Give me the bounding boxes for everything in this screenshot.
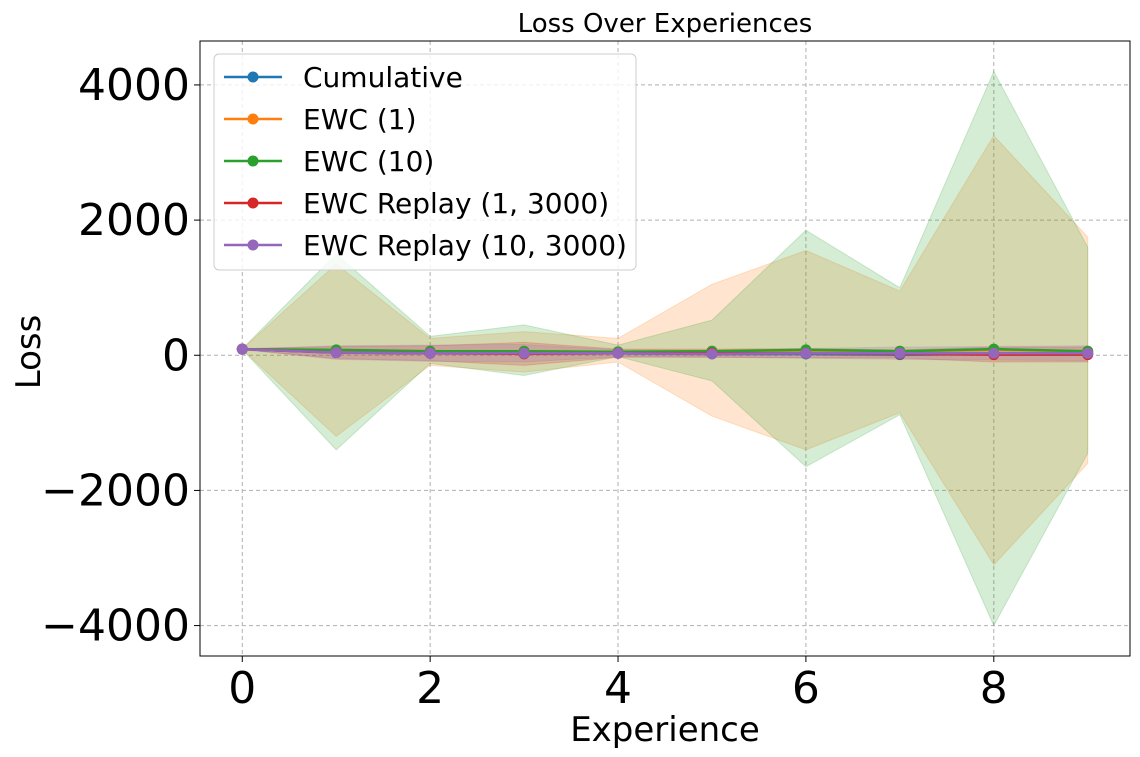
x-axis-label: Experience bbox=[570, 710, 760, 750]
legend-marker-ewc-replay-1-3000 bbox=[247, 197, 259, 209]
point-ewc-replay-10-3000 bbox=[1082, 347, 1094, 359]
band-ewc-10 bbox=[241, 70, 1089, 627]
point-ewc-replay-10-3000 bbox=[612, 347, 624, 359]
point-ewc-replay-10-3000 bbox=[706, 348, 718, 360]
y-axis-label: Loss bbox=[9, 315, 49, 390]
plot-frame bbox=[199, 40, 1131, 657]
series-lines bbox=[242, 347, 1088, 356]
x-tick-label: 8 bbox=[980, 663, 1008, 714]
legend-marker-ewc-1 bbox=[247, 113, 259, 125]
legend: Cumulative EWC (1) EWC (10) EWC Replay (1, … bbox=[213, 53, 637, 271]
y-tick-label: −2000 bbox=[41, 465, 190, 516]
point-ewc-replay-10-3000 bbox=[800, 347, 812, 359]
point-ewc-replay-10-3000 bbox=[424, 347, 436, 359]
legend-marker-ewc-10 bbox=[247, 155, 259, 167]
x-tick-label: 6 bbox=[792, 663, 820, 714]
y-axis-ticks: 4000 2000 0 −2000 −4000 bbox=[41, 60, 200, 652]
legend-marker-cumulative bbox=[247, 71, 259, 83]
legend-marker-ewc-replay-10-3000 bbox=[247, 239, 259, 251]
y-tick-label: 0 bbox=[162, 330, 190, 381]
chart-title: Loss Over Experiences bbox=[518, 9, 813, 39]
line-ewc-replay-10-3000 bbox=[242, 347, 1088, 356]
y-tick-label: 2000 bbox=[78, 195, 190, 246]
y-tick-label: 4000 bbox=[78, 60, 190, 111]
x-tick-label: 0 bbox=[228, 663, 256, 714]
band-ewc-1 bbox=[241, 134, 1089, 566]
point-ewc-replay-10-3000 bbox=[236, 343, 248, 355]
legend-label-ewc-replay-10-3000: EWC Replay (10, 3000) bbox=[303, 229, 627, 262]
y-tick-label: −4000 bbox=[41, 601, 190, 652]
point-ewc-replay-10-3000 bbox=[330, 347, 342, 359]
x-tick-label: 2 bbox=[416, 663, 444, 714]
point-ewc-replay-10-3000 bbox=[894, 347, 906, 359]
line-ewc-10 bbox=[242, 347, 1088, 354]
legend-box bbox=[213, 53, 637, 271]
legend-label-ewc-10: EWC (10) bbox=[303, 145, 434, 178]
point-ewc-replay-10-3000 bbox=[518, 347, 530, 359]
legend-label-ewc-1: EWC (1) bbox=[303, 103, 417, 136]
x-tick-label: 4 bbox=[604, 663, 632, 714]
series-points bbox=[236, 343, 1094, 361]
legend-label-ewc-replay-1-3000: EWC Replay (1, 3000) bbox=[303, 187, 609, 220]
x-axis-ticks: 0 2 4 6 8 bbox=[228, 656, 1008, 714]
legend-label-cumulative: Cumulative bbox=[303, 61, 463, 94]
point-ewc-replay-10-3000 bbox=[988, 347, 1000, 359]
